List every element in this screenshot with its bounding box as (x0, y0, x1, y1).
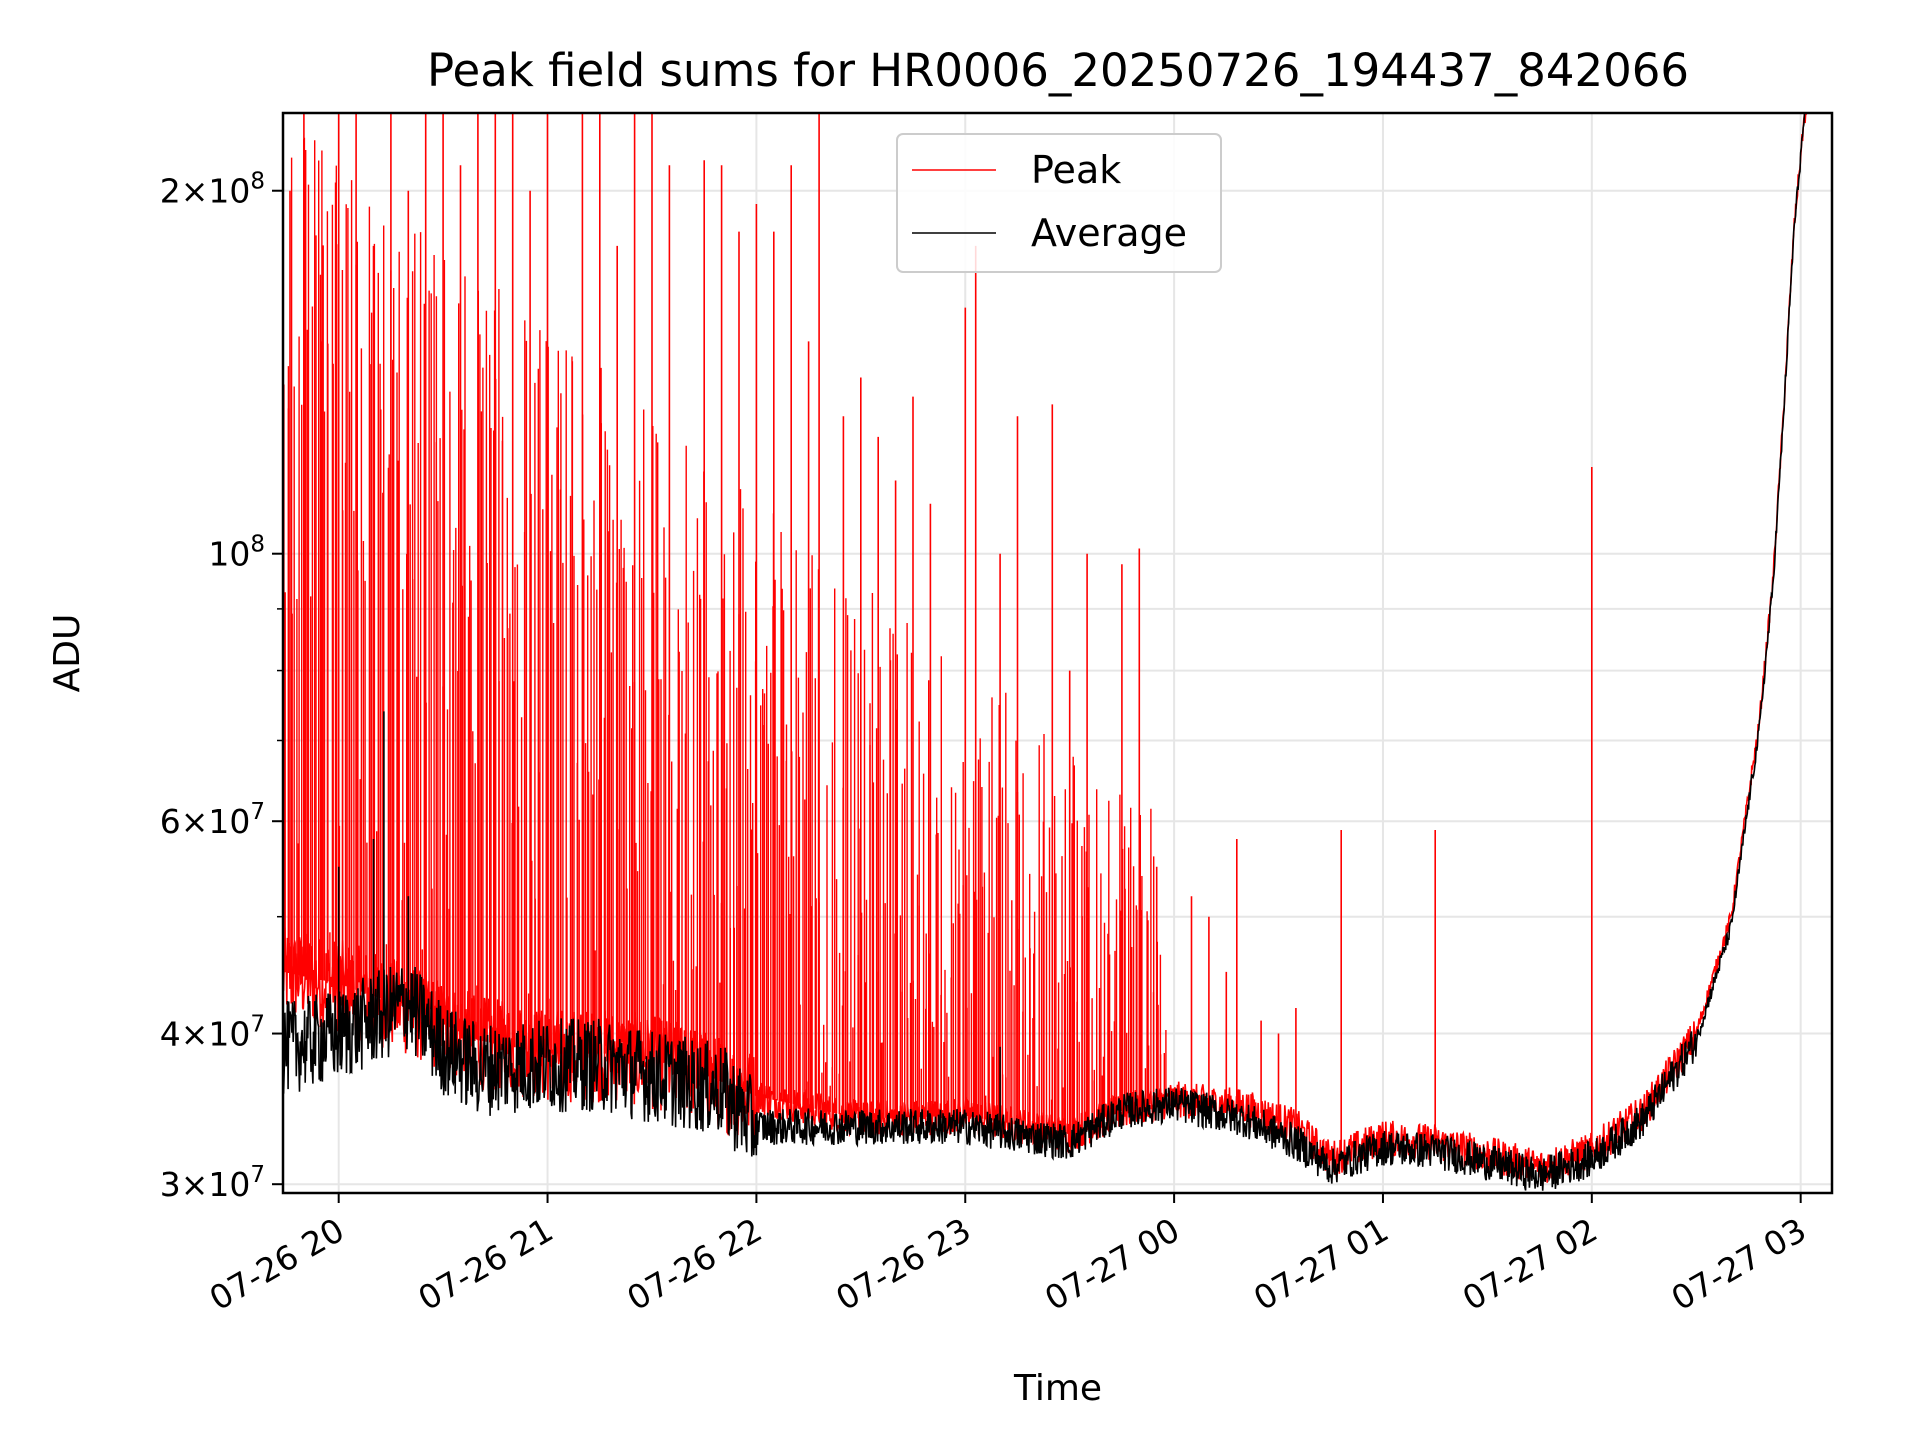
y-tick-base: 6×10 (160, 802, 251, 841)
legend-label-average: Average (1031, 211, 1187, 255)
chart-title: Peak field sums for HR0006_20250726_1944… (427, 44, 1689, 97)
legend: Peak Average (896, 133, 1222, 273)
y-axis-label: ADU (47, 614, 88, 693)
y-tick-label: 108 (208, 532, 265, 574)
y-tick-base: 2×10 (160, 172, 251, 211)
plot-series (283, 113, 1808, 1191)
legend-box (896, 133, 1222, 273)
y-tick-base: 10 (208, 535, 250, 574)
y-tick-label: 4×107 (160, 1012, 265, 1054)
y-tick-exponent: 7 (250, 799, 265, 825)
y-tick-label: 2×108 (160, 169, 265, 211)
y-tick-base: 4×10 (160, 1015, 251, 1054)
plot-frame (281, 111, 1834, 1195)
y-tick-exponent: 7 (250, 1012, 265, 1038)
y-tick-exponent: 8 (250, 532, 265, 558)
y-tick-exponent: 8 (250, 169, 265, 195)
legend-label-peak: Peak (1031, 148, 1121, 192)
y-tick-base: 3×10 (160, 1165, 251, 1204)
series-line-average (283, 113, 1808, 1191)
x-axis-label: Time (1013, 1368, 1102, 1409)
y-tick-exponent: 7 (250, 1162, 265, 1188)
y-tick-label: 3×107 (160, 1162, 265, 1204)
y-tick-label: 6×107 (160, 799, 265, 841)
